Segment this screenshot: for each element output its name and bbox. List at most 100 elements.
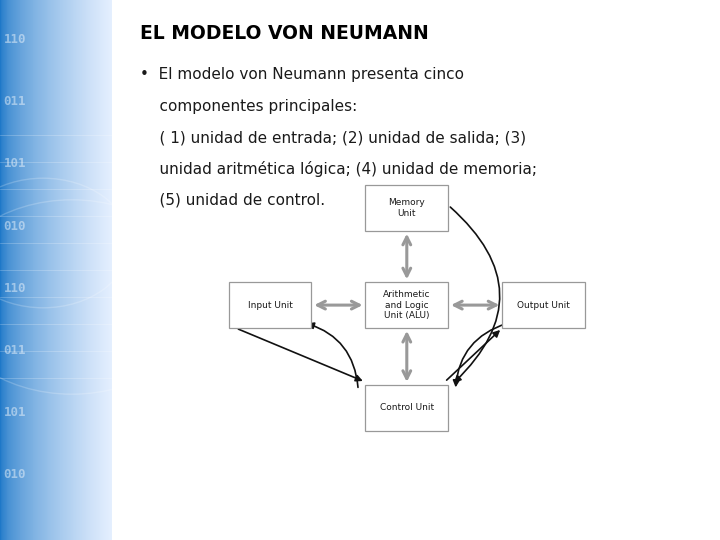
Bar: [94, 0, 95, 540]
Bar: [19, 0, 20, 540]
Bar: [74, 0, 76, 540]
Bar: [79, 0, 80, 540]
Bar: [64, 0, 65, 540]
Bar: [6, 0, 7, 540]
Bar: [29, 0, 30, 540]
Text: •  El modelo von Neumann presenta cinco: • El modelo von Neumann presenta cinco: [140, 68, 464, 83]
FancyBboxPatch shape: [365, 282, 448, 328]
Bar: [78, 0, 79, 540]
Bar: [69, 0, 70, 540]
Bar: [7, 0, 9, 540]
Bar: [71, 0, 73, 540]
Bar: [45, 0, 47, 540]
Text: 010: 010: [4, 468, 26, 481]
Bar: [54, 0, 55, 540]
Bar: [93, 0, 94, 540]
Bar: [2, 0, 3, 540]
Bar: [25, 0, 26, 540]
Bar: [60, 0, 61, 540]
Bar: [39, 0, 40, 540]
Bar: [33, 0, 35, 540]
Bar: [0, 0, 1, 540]
Text: 011: 011: [4, 95, 26, 109]
Bar: [56, 0, 57, 540]
Bar: [36, 0, 37, 540]
Bar: [58, 0, 60, 540]
Bar: [18, 0, 19, 540]
Bar: [15, 0, 16, 540]
Bar: [38, 0, 39, 540]
Bar: [67, 0, 68, 540]
Bar: [31, 0, 32, 540]
Bar: [76, 0, 77, 540]
FancyBboxPatch shape: [365, 384, 448, 431]
Bar: [26, 0, 27, 540]
Bar: [47, 0, 48, 540]
Bar: [42, 0, 44, 540]
Text: Control Unit: Control Unit: [379, 403, 434, 412]
Text: Output Unit: Output Unit: [517, 301, 570, 309]
Bar: [14, 0, 15, 540]
Bar: [57, 0, 58, 540]
Bar: [3, 0, 4, 540]
Bar: [95, 0, 96, 540]
Bar: [111, 0, 112, 540]
Bar: [10, 0, 11, 540]
Bar: [105, 0, 106, 540]
Bar: [28, 0, 29, 540]
Text: 110: 110: [4, 33, 26, 46]
Bar: [89, 0, 90, 540]
Text: (5) unidad de control.: (5) unidad de control.: [140, 193, 325, 208]
Bar: [65, 0, 66, 540]
Bar: [106, 0, 107, 540]
Bar: [96, 0, 98, 540]
Bar: [22, 0, 23, 540]
Bar: [92, 0, 93, 540]
Bar: [101, 0, 102, 540]
Bar: [44, 0, 45, 540]
Bar: [73, 0, 74, 540]
Bar: [104, 0, 105, 540]
Bar: [35, 0, 36, 540]
Bar: [16, 0, 17, 540]
Bar: [98, 0, 99, 540]
Bar: [13, 0, 14, 540]
Bar: [4, 0, 6, 540]
Bar: [12, 0, 13, 540]
Bar: [17, 0, 18, 540]
Bar: [32, 0, 34, 540]
Text: 011: 011: [4, 343, 26, 357]
Bar: [53, 0, 54, 540]
Text: 010: 010: [4, 219, 26, 233]
Bar: [90, 0, 91, 540]
Bar: [30, 0, 31, 540]
Bar: [40, 0, 41, 540]
Bar: [86, 0, 87, 540]
Bar: [85, 0, 86, 540]
Bar: [9, 0, 10, 540]
Text: componentes principales:: componentes principales:: [140, 99, 358, 114]
Bar: [80, 0, 81, 540]
Bar: [52, 0, 53, 540]
FancyBboxPatch shape: [503, 282, 585, 328]
Bar: [99, 0, 101, 540]
Bar: [102, 0, 103, 540]
Bar: [84, 0, 85, 540]
Bar: [24, 0, 25, 540]
Bar: [50, 0, 51, 540]
Text: Memory
Unit: Memory Unit: [388, 198, 426, 218]
Bar: [61, 0, 63, 540]
Text: 110: 110: [4, 281, 26, 295]
Bar: [23, 0, 24, 540]
FancyBboxPatch shape: [365, 185, 448, 231]
Bar: [20, 0, 22, 540]
Bar: [91, 0, 92, 540]
Text: 101: 101: [4, 157, 26, 171]
Bar: [81, 0, 82, 540]
Bar: [41, 0, 42, 540]
Bar: [109, 0, 111, 540]
Bar: [82, 0, 83, 540]
Bar: [27, 0, 28, 540]
Bar: [77, 0, 78, 540]
Text: 101: 101: [4, 406, 26, 419]
